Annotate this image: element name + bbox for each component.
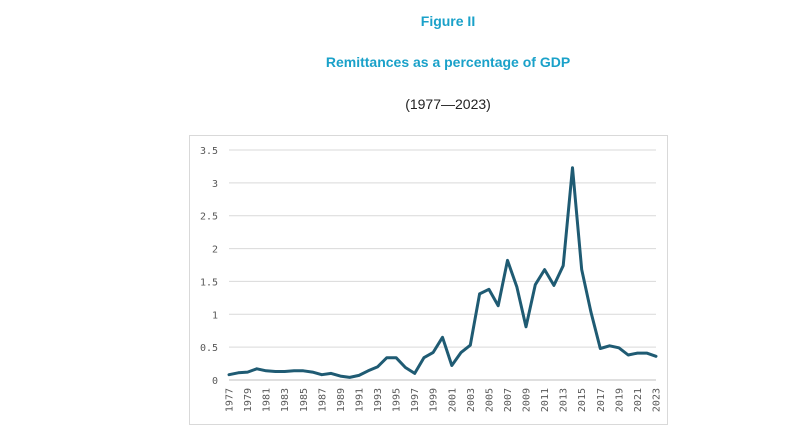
x-tick-label: 2005 xyxy=(484,388,495,412)
x-tick-label: 1987 xyxy=(317,388,328,412)
x-axis-ticks: 1977 1979 1981 1983 1985 1987 1989 1991 1993 1995… xyxy=(225,388,663,412)
y-tick-label: 3 xyxy=(212,179,218,190)
x-tick-label: 2021 xyxy=(633,388,644,412)
x-tick-label: 2003 xyxy=(466,388,477,412)
x-tick-label: 2001 xyxy=(447,388,458,412)
x-tick-label: 1979 xyxy=(243,388,254,412)
x-tick-label: 2013 xyxy=(559,388,570,412)
chart-subtitle: (1977—2023) xyxy=(405,96,491,112)
x-tick-label: 2017 xyxy=(596,388,607,412)
y-tick-label: 2 xyxy=(212,245,218,256)
x-tick-label: 2007 xyxy=(503,388,514,412)
x-tick-label: 1995 xyxy=(392,388,403,412)
x-tick-label: 1997 xyxy=(410,388,421,412)
x-tick-label: 2023 xyxy=(652,388,663,412)
series-layer xyxy=(227,166,658,379)
x-tick-label: 1989 xyxy=(336,388,347,412)
x-tick-label: 2019 xyxy=(614,388,625,412)
y-tick-label: 2.5 xyxy=(200,212,218,223)
y-axis-ticks: 0 0.5 1 1.5 2 2.5 3 3.5 xyxy=(200,146,218,387)
chart-frame xyxy=(189,135,668,425)
x-tick-label: 2009 xyxy=(522,388,533,412)
x-tick-label: 1985 xyxy=(299,388,310,412)
chart-title: Remittances as a percentage of GDP xyxy=(325,54,571,70)
y-tick-label: 3.5 xyxy=(200,146,218,157)
y-tick-label: 0.5 xyxy=(200,343,218,354)
series-line xyxy=(227,166,658,379)
x-tick-label: 1981 xyxy=(262,388,273,412)
x-tick-label: 1983 xyxy=(280,388,291,412)
x-tick-label: 2011 xyxy=(540,388,551,412)
y-tick-label: 1.5 xyxy=(200,277,218,288)
x-tick-label: 1977 xyxy=(225,388,236,412)
y-tick-label: 1 xyxy=(212,310,218,321)
y-tick-label: 0 xyxy=(212,376,218,387)
gridlines xyxy=(229,149,656,381)
x-tick-label: 1993 xyxy=(373,388,384,412)
x-tick-label: 1991 xyxy=(354,388,365,412)
figure-label: Figure II xyxy=(420,13,476,29)
x-tick-label: 1999 xyxy=(429,388,440,412)
x-tick-label: 2015 xyxy=(577,388,588,412)
